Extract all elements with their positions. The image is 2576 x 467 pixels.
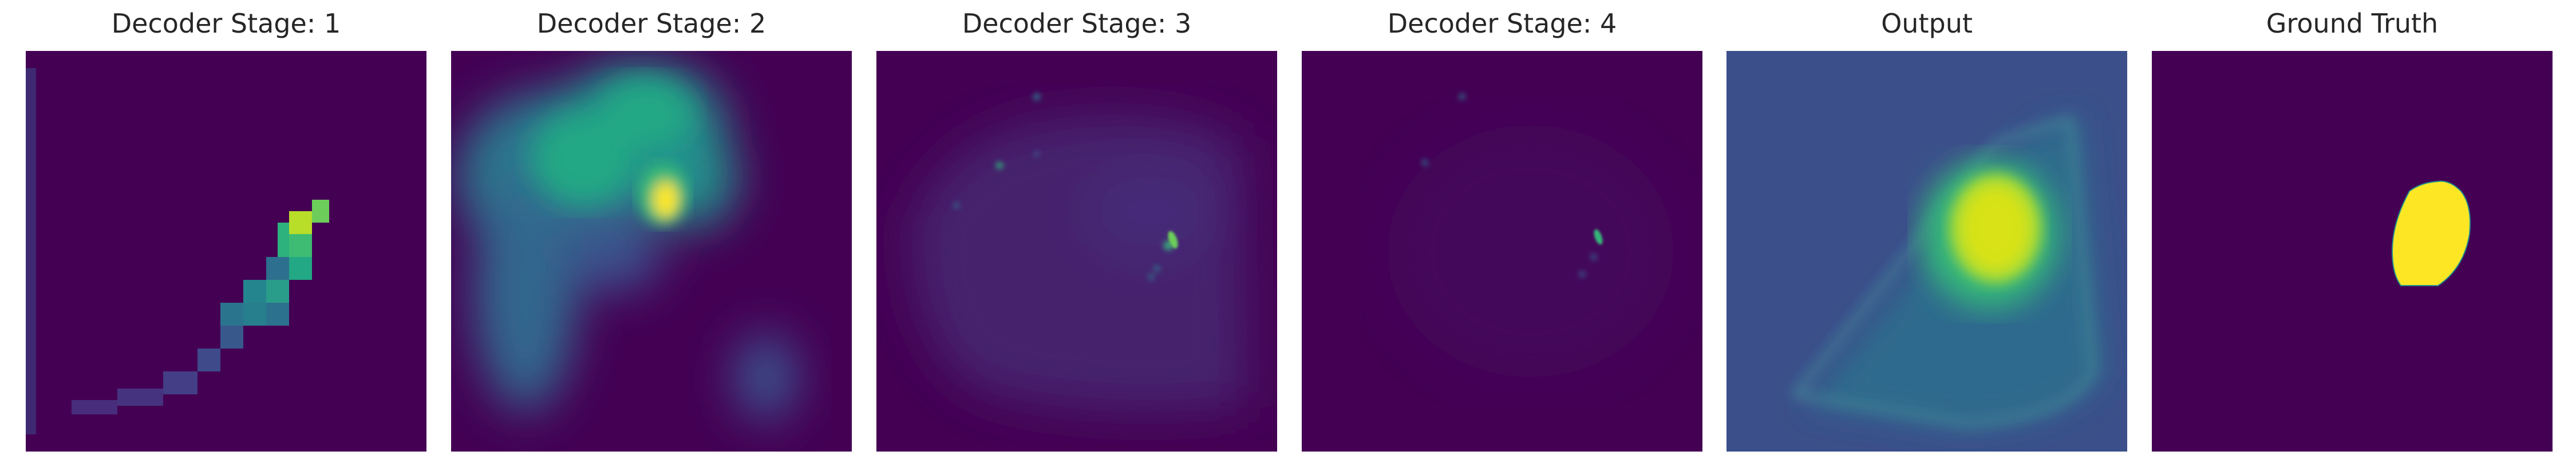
heatmap-output [1726, 51, 2127, 452]
mask-ground-truth [2152, 51, 2553, 452]
panel-decoder-stage-1: Decoder Stage: 1 [26, 0, 426, 467]
panel-title: Decoder Stage: 2 [451, 9, 852, 38]
heatmap-decoder-stage-4 [1302, 51, 1702, 452]
panel-title: Output [1726, 9, 2127, 38]
panel-decoder-stage-3: Decoder Stage: 3 [876, 0, 1277, 467]
panel-ground-truth: Ground Truth [2152, 0, 2553, 467]
panel-decoder-stage-4: Decoder Stage: 4 [1302, 0, 1702, 467]
heatmap-decoder-stage-1 [26, 51, 426, 452]
panel-title: Decoder Stage: 3 [876, 9, 1277, 38]
heatmap-decoder-stage-3 [876, 51, 1277, 452]
panel-decoder-stage-2: Decoder Stage: 2 [451, 0, 852, 467]
panel-title: Decoder Stage: 4 [1302, 9, 1702, 38]
panel-title: Ground Truth [2152, 9, 2553, 38]
panel-title: Decoder Stage: 1 [26, 9, 426, 38]
heatmap-decoder-stage-2 [451, 51, 852, 452]
panel-output: Output [1726, 0, 2127, 467]
